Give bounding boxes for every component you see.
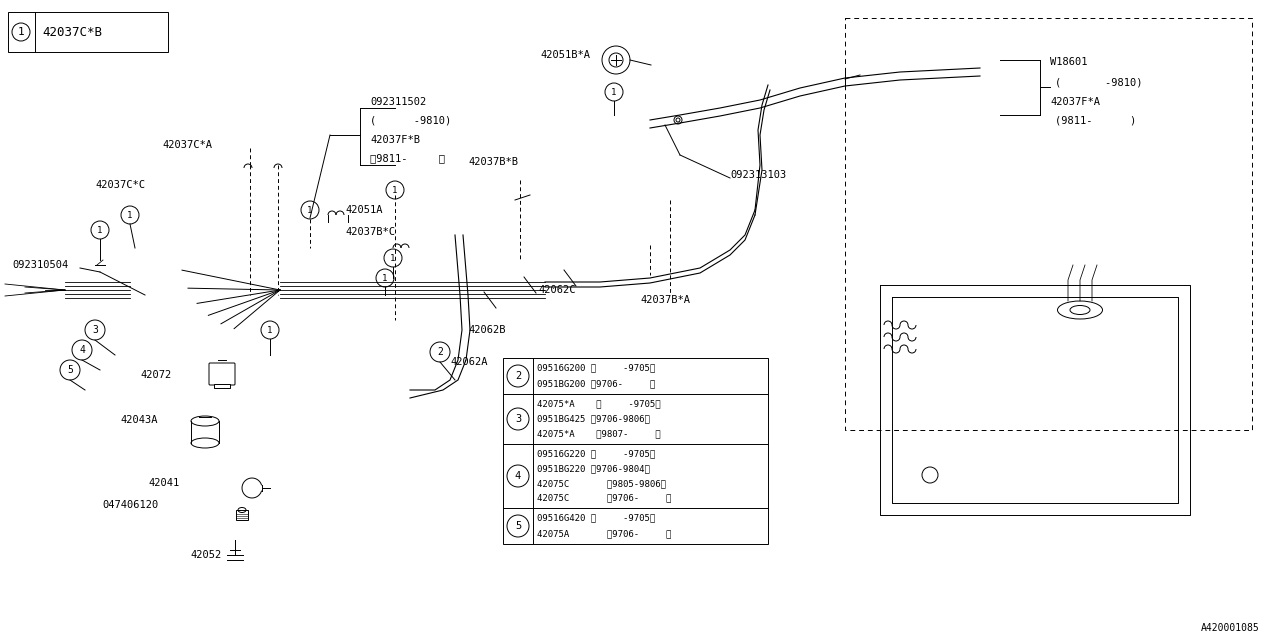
Text: 42072: 42072 — [140, 370, 172, 380]
Text: 092310504: 092310504 — [12, 260, 68, 270]
Text: 0951BG220 〈9706-9804〉: 0951BG220 〈9706-9804〉 — [538, 464, 650, 473]
Text: 0951BG425 〈9706-9806〉: 0951BG425 〈9706-9806〉 — [538, 415, 650, 424]
Text: 42037F*A: 42037F*A — [1050, 97, 1100, 107]
Text: 4: 4 — [515, 471, 521, 481]
Ellipse shape — [191, 416, 219, 426]
Text: 1: 1 — [268, 326, 273, 335]
Text: 42037F*B: 42037F*B — [370, 135, 420, 145]
Text: 42062A: 42062A — [451, 357, 488, 367]
Text: 4: 4 — [79, 345, 84, 355]
Text: 42051A: 42051A — [346, 205, 383, 215]
Text: 42041: 42041 — [148, 478, 179, 488]
Text: 2: 2 — [436, 347, 443, 357]
Bar — [214, 384, 230, 388]
Bar — [503, 358, 768, 544]
Text: 047406120: 047406120 — [102, 500, 159, 510]
Text: 09516G200 〈     -9705〉: 09516G200 〈 -9705〉 — [538, 364, 655, 372]
Text: 42075A       〈9706-     〉: 42075A 〈9706- 〉 — [538, 529, 672, 538]
Bar — [236, 510, 248, 520]
Text: 42037C*B: 42037C*B — [42, 26, 102, 38]
Text: 42075*A    〈9807-     〉: 42075*A 〈9807- 〉 — [538, 429, 660, 438]
Text: 42037C*C: 42037C*C — [95, 180, 145, 190]
Text: 1: 1 — [97, 225, 102, 234]
Text: (       -9810): ( -9810) — [1055, 77, 1143, 87]
Text: 1: 1 — [390, 253, 396, 262]
Text: 1: 1 — [392, 186, 398, 195]
Text: 42051B*A: 42051B*A — [540, 50, 590, 60]
Text: 1: 1 — [18, 27, 24, 37]
Text: 5: 5 — [67, 365, 73, 375]
Text: 1: 1 — [127, 211, 133, 220]
Text: 0951BG200 〈9706-     〉: 0951BG200 〈9706- 〉 — [538, 380, 655, 388]
Text: 09516G220 〈     -9705〉: 09516G220 〈 -9705〉 — [538, 449, 655, 458]
Ellipse shape — [191, 438, 219, 448]
Text: 1: 1 — [612, 88, 617, 97]
Text: 42037C*A: 42037C*A — [163, 140, 212, 150]
Bar — [8, 12, 168, 52]
Circle shape — [602, 46, 630, 74]
FancyBboxPatch shape — [209, 363, 236, 385]
Text: 42037B*B: 42037B*B — [468, 157, 518, 167]
Text: 42043A: 42043A — [120, 415, 157, 425]
Text: 〨9811-     〩: 〨9811- 〩 — [370, 153, 445, 163]
Text: 2: 2 — [515, 371, 521, 381]
Text: 1: 1 — [383, 273, 388, 282]
Text: 42062B: 42062B — [468, 325, 506, 335]
Text: (      -9810): ( -9810) — [370, 115, 452, 125]
Text: 42075C       〈9805-9806〉: 42075C 〈9805-9806〉 — [538, 479, 666, 488]
Text: 42037B*C: 42037B*C — [346, 227, 396, 237]
Text: 42052: 42052 — [189, 550, 221, 560]
Text: 092311502: 092311502 — [370, 97, 426, 107]
Text: A420001085: A420001085 — [1201, 623, 1260, 633]
Text: 42075*A    〈     -9705〉: 42075*A 〈 -9705〉 — [538, 399, 660, 408]
Text: 3: 3 — [92, 325, 99, 335]
Text: 42037B*A: 42037B*A — [640, 295, 690, 305]
Text: 3: 3 — [515, 414, 521, 424]
Text: (9811-      ): (9811- ) — [1055, 115, 1137, 125]
Text: 1: 1 — [307, 205, 312, 214]
Text: 09516G420 〈     -9705〉: 09516G420 〈 -9705〉 — [538, 514, 655, 523]
Text: 42075C       〈9706-     〉: 42075C 〈9706- 〉 — [538, 494, 672, 503]
Text: 5: 5 — [515, 521, 521, 531]
Text: 092313103: 092313103 — [730, 170, 786, 180]
Text: W18601: W18601 — [1050, 57, 1088, 67]
Text: 42062C: 42062C — [538, 285, 576, 295]
